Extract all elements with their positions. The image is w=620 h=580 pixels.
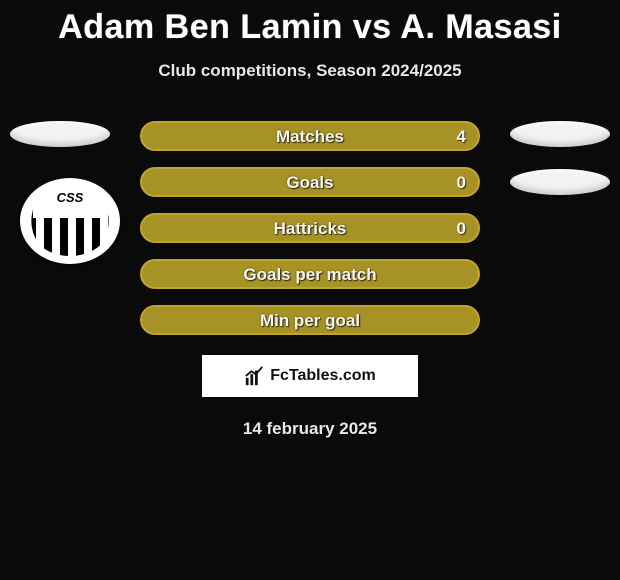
stat-bar: Goals per match (140, 259, 480, 289)
club-badge: CSS (20, 178, 120, 264)
player-right-placeholder (510, 121, 610, 147)
date-label: 14 february 2025 (0, 419, 620, 439)
stat-label: Matches (142, 127, 478, 147)
stat-label: Hattricks (142, 219, 478, 239)
stat-row-mpg: Min per goal (0, 305, 620, 351)
chart-icon (244, 365, 266, 387)
stat-row-matches: Matches 4 (0, 121, 620, 167)
stat-row-gpm: Goals per match (0, 259, 620, 305)
stat-bar: Min per goal (140, 305, 480, 335)
subtitle: Club competitions, Season 2024/2025 (0, 61, 620, 81)
stat-value-right: 0 (457, 173, 466, 193)
footer-brand[interactable]: FcTables.com (202, 355, 418, 397)
player-left-placeholder (10, 121, 110, 147)
stat-bar: Matches 4 (140, 121, 480, 151)
stat-label: Goals per match (142, 265, 478, 285)
page-title: Adam Ben Lamin vs A. Masasi (0, 0, 620, 47)
stat-label: Goals (142, 173, 478, 193)
stat-bar: Goals 0 (140, 167, 480, 197)
footer-brand-label: FcTables.com (270, 367, 376, 385)
badge-text: CSS (33, 184, 107, 218)
stat-value-right: 0 (457, 219, 466, 239)
stat-label: Min per goal (142, 311, 478, 331)
stat-value-right: 4 (457, 127, 466, 147)
player-right-placeholder (510, 169, 610, 195)
stat-bar: Hattricks 0 (140, 213, 480, 243)
